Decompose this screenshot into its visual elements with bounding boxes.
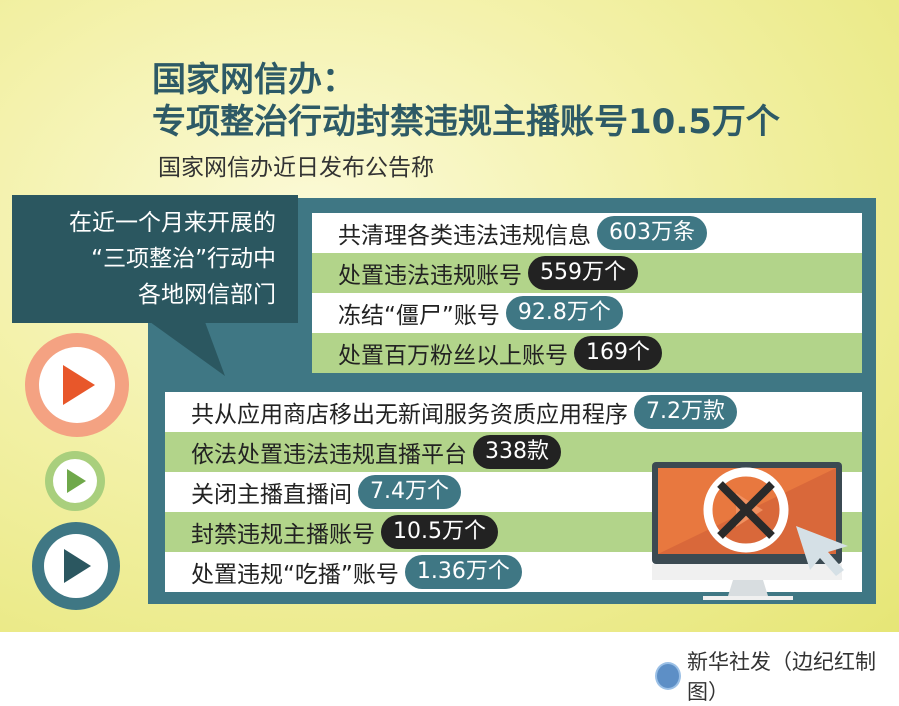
stat-value-badge: 559万个 [528, 256, 638, 290]
stat-row: 处置违法违规账号 559万个 [312, 253, 862, 293]
credit-text: 新华社发（边纪红制图） [687, 650, 877, 704]
bubble-line: 各地网信部门 [138, 282, 276, 308]
stat-label: 冻结“僵尸”账号 [338, 303, 500, 329]
monitor-blocked-icon [652, 462, 848, 600]
stat-label: 依法处置违法违规直播平台 [191, 442, 467, 468]
subtitle: 国家网信办近日发布公告称 [158, 155, 434, 181]
stat-label: 共从应用商店移出无新闻服务资质应用程序 [191, 402, 628, 428]
top-stats-block: 共清理各类违法违规信息 603万条 处置违法违规账号 559万个 冻结“僵尸”账号 92.… [312, 213, 862, 373]
speech-bubble: 在近一个月来开展的 “三项整治”行动中 各地网信部门 [12, 195, 298, 323]
stat-value-badge: 338款 [473, 435, 561, 469]
stat-label: 处置百万粉丝以上账号 [338, 343, 568, 369]
stat-value-badge: 7.2万款 [634, 395, 737, 429]
stat-label: 处置违规“吃播”账号 [191, 562, 399, 588]
title-line1: 国家网信办： [152, 60, 356, 100]
play-icon-large [25, 333, 129, 437]
play-icon-small [45, 451, 105, 511]
stat-row: 处置违规“吃播”账号 1.36万个 [165, 552, 862, 592]
stat-value-badge: 7.4万个 [358, 475, 461, 509]
bubble-tail [150, 322, 225, 376]
xinhua-logo-icon [655, 662, 682, 690]
stat-row: 共清理各类违法违规信息 603万条 [312, 213, 862, 253]
stat-row: 共从应用商店移出无新闻服务资质应用程序 7.2万款 [165, 392, 862, 432]
title-line2: 专项整治行动封禁违规主播账号10.5万个 [152, 102, 780, 142]
stat-label: 封禁违规主播账号 [191, 522, 375, 548]
stat-label: 处置违法违规账号 [338, 263, 522, 289]
stat-label: 共清理各类违法违规信息 [338, 223, 591, 249]
stat-value-badge: 169个 [574, 336, 662, 370]
play-icon-medium [32, 522, 120, 610]
stat-value-badge: 603万条 [597, 216, 707, 250]
stat-value-badge: 1.36万个 [404, 555, 522, 589]
stat-value-badge: 10.5万个 [381, 515, 498, 549]
credit: 新华社发（边纪红制图） [655, 646, 899, 706]
bubble-line: 在近一个月来开展的 [69, 210, 276, 236]
bubble-line: “三项整治”行动中 [91, 246, 276, 272]
stat-label: 关闭主播直播间 [191, 482, 352, 508]
stat-row: 冻结“僵尸”账号 92.8万个 [312, 293, 862, 333]
stat-value-badge: 92.8万个 [505, 296, 623, 330]
stat-row: 关闭主播直播间 7.4万个 [165, 472, 862, 512]
stat-row: 处置百万粉丝以上账号 169个 [312, 333, 862, 373]
